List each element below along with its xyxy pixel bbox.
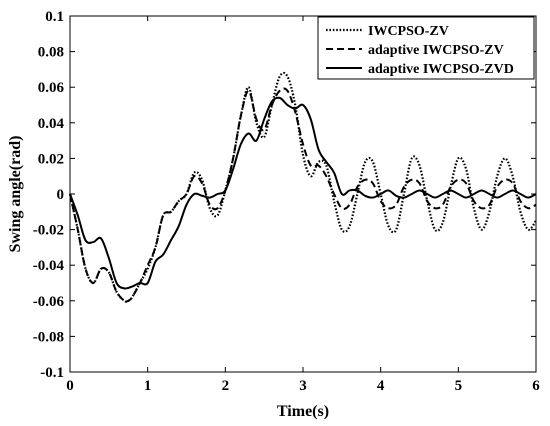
- legend-entry-adaptive-iwcpso-zv: adaptive IWCPSO-ZV: [368, 43, 504, 58]
- plot-frame: [69, 15, 537, 373]
- x-tick-label: 0: [66, 378, 74, 394]
- x-tick-label: 1: [144, 378, 152, 394]
- y-tick-label: -0.1: [40, 365, 64, 381]
- y-tick-label: -0.06: [33, 294, 65, 310]
- y-tick-label: -0.02: [33, 223, 64, 239]
- series-iwcpso-zv: [68, 71, 537, 303]
- x-tick-label: 2: [222, 378, 230, 394]
- x-tick-label: 3: [299, 378, 307, 394]
- y-tick-label: 0.02: [38, 151, 64, 167]
- legend-entry-adaptive-iwcpso-zvd: adaptive IWCPSO-ZVD: [368, 62, 514, 77]
- y-tick-label: 0.1: [45, 9, 64, 25]
- legend-entry-iwcpso-zv: IWCPSO-ZV: [368, 24, 449, 39]
- y-tick-label: 0.04: [38, 116, 65, 132]
- y-tick-label: -0.08: [33, 329, 64, 345]
- x-tick-label: 5: [455, 378, 463, 394]
- y-axis-title: Swing angle(rad): [7, 136, 24, 253]
- y-tick-label: 0.08: [38, 45, 64, 61]
- x-tick-label: 6: [532, 378, 540, 394]
- x-axis-title: Time(s): [277, 403, 329, 420]
- x-tick-label: 4: [377, 378, 385, 394]
- series-adaptive-iwcpso-zv: [69, 87, 537, 303]
- series-lines: [68, 71, 537, 303]
- y-tick-label: 0: [57, 187, 65, 203]
- y-tick-label: -0.04: [33, 258, 65, 274]
- series-adaptive-iwcpso-zvd: [69, 96, 537, 290]
- tick-labels: 0 1 2 3 4 5 6 -0.1 -0.08 -0.06 -0.04 -0.02 0 0.02 0.04…: [33, 9, 541, 394]
- y-tick-label: 0.06: [38, 80, 65, 96]
- legend: IWCPSO-ZV adaptive IWCPSO-ZV adaptive IWCP…: [317, 16, 535, 80]
